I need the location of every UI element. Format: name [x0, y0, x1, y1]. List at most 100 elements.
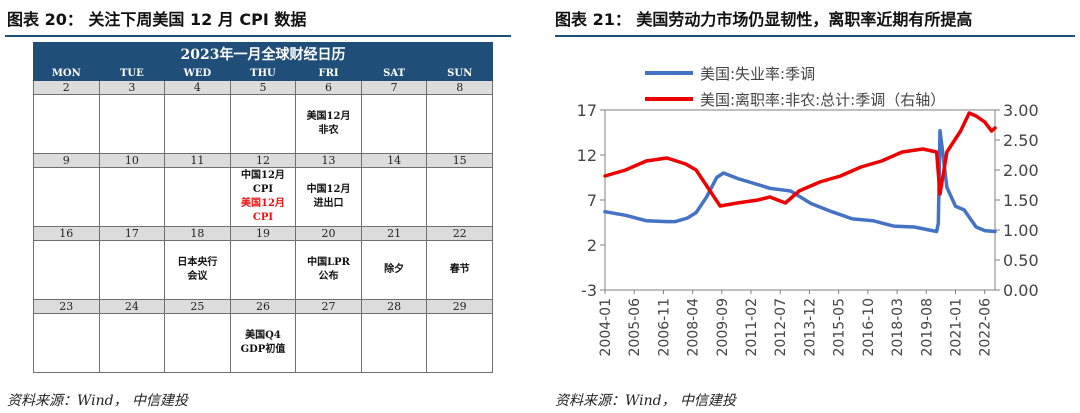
event-text: 美国Q4	[245, 330, 281, 341]
event-text: 中国12月	[306, 184, 351, 195]
event-cell	[98, 313, 166, 373]
x-tick-label: 2018-03	[890, 298, 906, 357]
date-cell: 12	[229, 153, 297, 168]
plot-frame	[604, 109, 996, 291]
x-tick-label: 2015-05	[832, 298, 848, 357]
date-cell: 23	[33, 299, 100, 314]
event-cell: 中国LPR 公布	[295, 240, 362, 300]
event-cell	[98, 94, 166, 154]
event-cell	[295, 313, 362, 373]
event-cell	[164, 94, 231, 154]
date-cell: 6	[295, 80, 362, 95]
x-tick-label: 2005-06	[627, 298, 643, 357]
legend-label: 美国:失业率:季调	[700, 65, 815, 83]
left-y-tick-label: 17	[577, 101, 597, 120]
left-source-note: 资料来源：Wind， 中信建投	[7, 393, 189, 409]
date-cell: 25	[164, 299, 231, 314]
left-y-tick-label: 2	[587, 236, 597, 255]
event-cell	[229, 240, 297, 300]
x-tick-label: 2011-02	[744, 298, 760, 357]
event-text: 中国LPR	[307, 257, 350, 268]
event-cell	[164, 313, 231, 373]
legend-label: 美国:离职率:非农:总计:季调（右轴）	[700, 91, 945, 109]
date-cell: 7	[360, 80, 428, 95]
event-cell	[33, 167, 100, 227]
date-cell: 17	[98, 226, 166, 241]
date-cell: 20	[295, 226, 362, 241]
x-tick-label: 2009-09	[715, 298, 731, 357]
weekday-sat: SAT	[360, 65, 428, 81]
left-figure-title: 图表 20： 关注下周美国 12 月 CPI 数据	[7, 10, 307, 29]
event-text: GDP初值	[240, 344, 286, 355]
event-text: 中国12月	[241, 170, 285, 181]
date-cell: 29	[426, 299, 493, 314]
date-cell: 2	[33, 80, 100, 95]
event-row: 日本央行会议 中国LPR 公布 除夕 春节	[33, 240, 493, 300]
x-tick-label: 2022-06	[978, 298, 994, 357]
event-cell: 除夕	[360, 240, 428, 300]
event-text: 公布	[318, 271, 339, 282]
right-title-rule	[555, 35, 1075, 37]
right-y-tick-label: 3.00	[1003, 101, 1039, 120]
x-tick-label: 2006-11	[656, 298, 672, 357]
event-text: 日本央行	[177, 257, 218, 268]
event-cell	[33, 313, 100, 373]
event-cell	[98, 240, 166, 300]
date-cell: 14	[360, 153, 428, 168]
event-text: 会议	[187, 271, 208, 282]
right-source-note: 资料来源：Wind， 中信建投	[555, 393, 737, 409]
date-cell: 5	[229, 80, 297, 95]
weekday-thu: THU	[229, 65, 297, 81]
weekday-sun: SUN	[426, 65, 493, 81]
right-y-tick-label: 0.00	[1003, 281, 1039, 300]
event-cell	[164, 167, 231, 227]
event-cell: 日本央行 会议	[164, 240, 231, 300]
event-text: 美国12月	[241, 198, 285, 209]
event-cell	[360, 313, 428, 373]
event-cell: 美国12月非农	[295, 94, 362, 154]
date-row: 23 24 25 26 27 28 29	[33, 299, 493, 314]
event-cell	[426, 313, 493, 373]
event-cell: 春节	[426, 240, 493, 300]
date-cell: 3	[98, 80, 166, 95]
right-y-tick-label: 0.50	[1003, 251, 1039, 270]
date-cell: 11	[164, 153, 231, 168]
weekday-tue: TUE	[98, 65, 166, 81]
weekday-wed: WED	[164, 65, 231, 81]
event-text: 进出口	[313, 198, 344, 209]
economic-calendar-table: 2023年一月全球财经日历 MON TUE WED THU FRI SAT SUN 2 3 4 5 6 7…	[33, 42, 493, 373]
date-row: 16 17 18 19 20 21 22	[33, 226, 493, 241]
date-row: 9 10 11 12 13 14 15	[33, 153, 493, 168]
event-cell	[229, 94, 297, 154]
date-cell: 21	[360, 226, 428, 241]
event-row: 美国12月非农	[33, 94, 493, 154]
x-tick-label: 2013-12	[802, 298, 818, 357]
right-y-tick-label: 2.50	[1003, 131, 1039, 150]
date-cell: 24	[98, 299, 166, 314]
left-y-tick-label: -3	[581, 281, 597, 300]
event-text: 美国12月	[306, 111, 351, 122]
date-cell: 19	[229, 226, 297, 241]
event-text: 非农	[318, 125, 339, 136]
left-y-tick-label: 7	[587, 191, 597, 210]
event-cell	[426, 94, 493, 154]
event-cell	[426, 167, 493, 227]
date-cell: 28	[360, 299, 428, 314]
event-cell: 美国Q4 GDP初值	[229, 313, 297, 373]
calendar-title: 2023年一月全球财经日历	[33, 42, 493, 66]
event-cell	[33, 94, 100, 154]
date-cell: 16	[33, 226, 100, 241]
event-row: 美国Q4 GDP初值	[33, 313, 493, 373]
series-line-quits	[603, 111, 997, 208]
event-cell	[360, 167, 428, 227]
x-tick-label: 2004-01	[598, 298, 614, 357]
labor-market-chart: -3 2 7 12 17 0.00 0.50 1.00 1.50 2.00 2.50 3.00 2004…	[577, 65, 1039, 357]
date-cell: 10	[98, 153, 166, 168]
event-cell	[33, 240, 100, 300]
date-cell: 4	[164, 80, 231, 95]
date-cell: 13	[295, 153, 362, 168]
right-y-tick-label: 1.00	[1003, 221, 1039, 240]
date-cell: 18	[164, 226, 231, 241]
event-text: CPI	[252, 184, 274, 195]
left-title-rule	[5, 35, 511, 37]
